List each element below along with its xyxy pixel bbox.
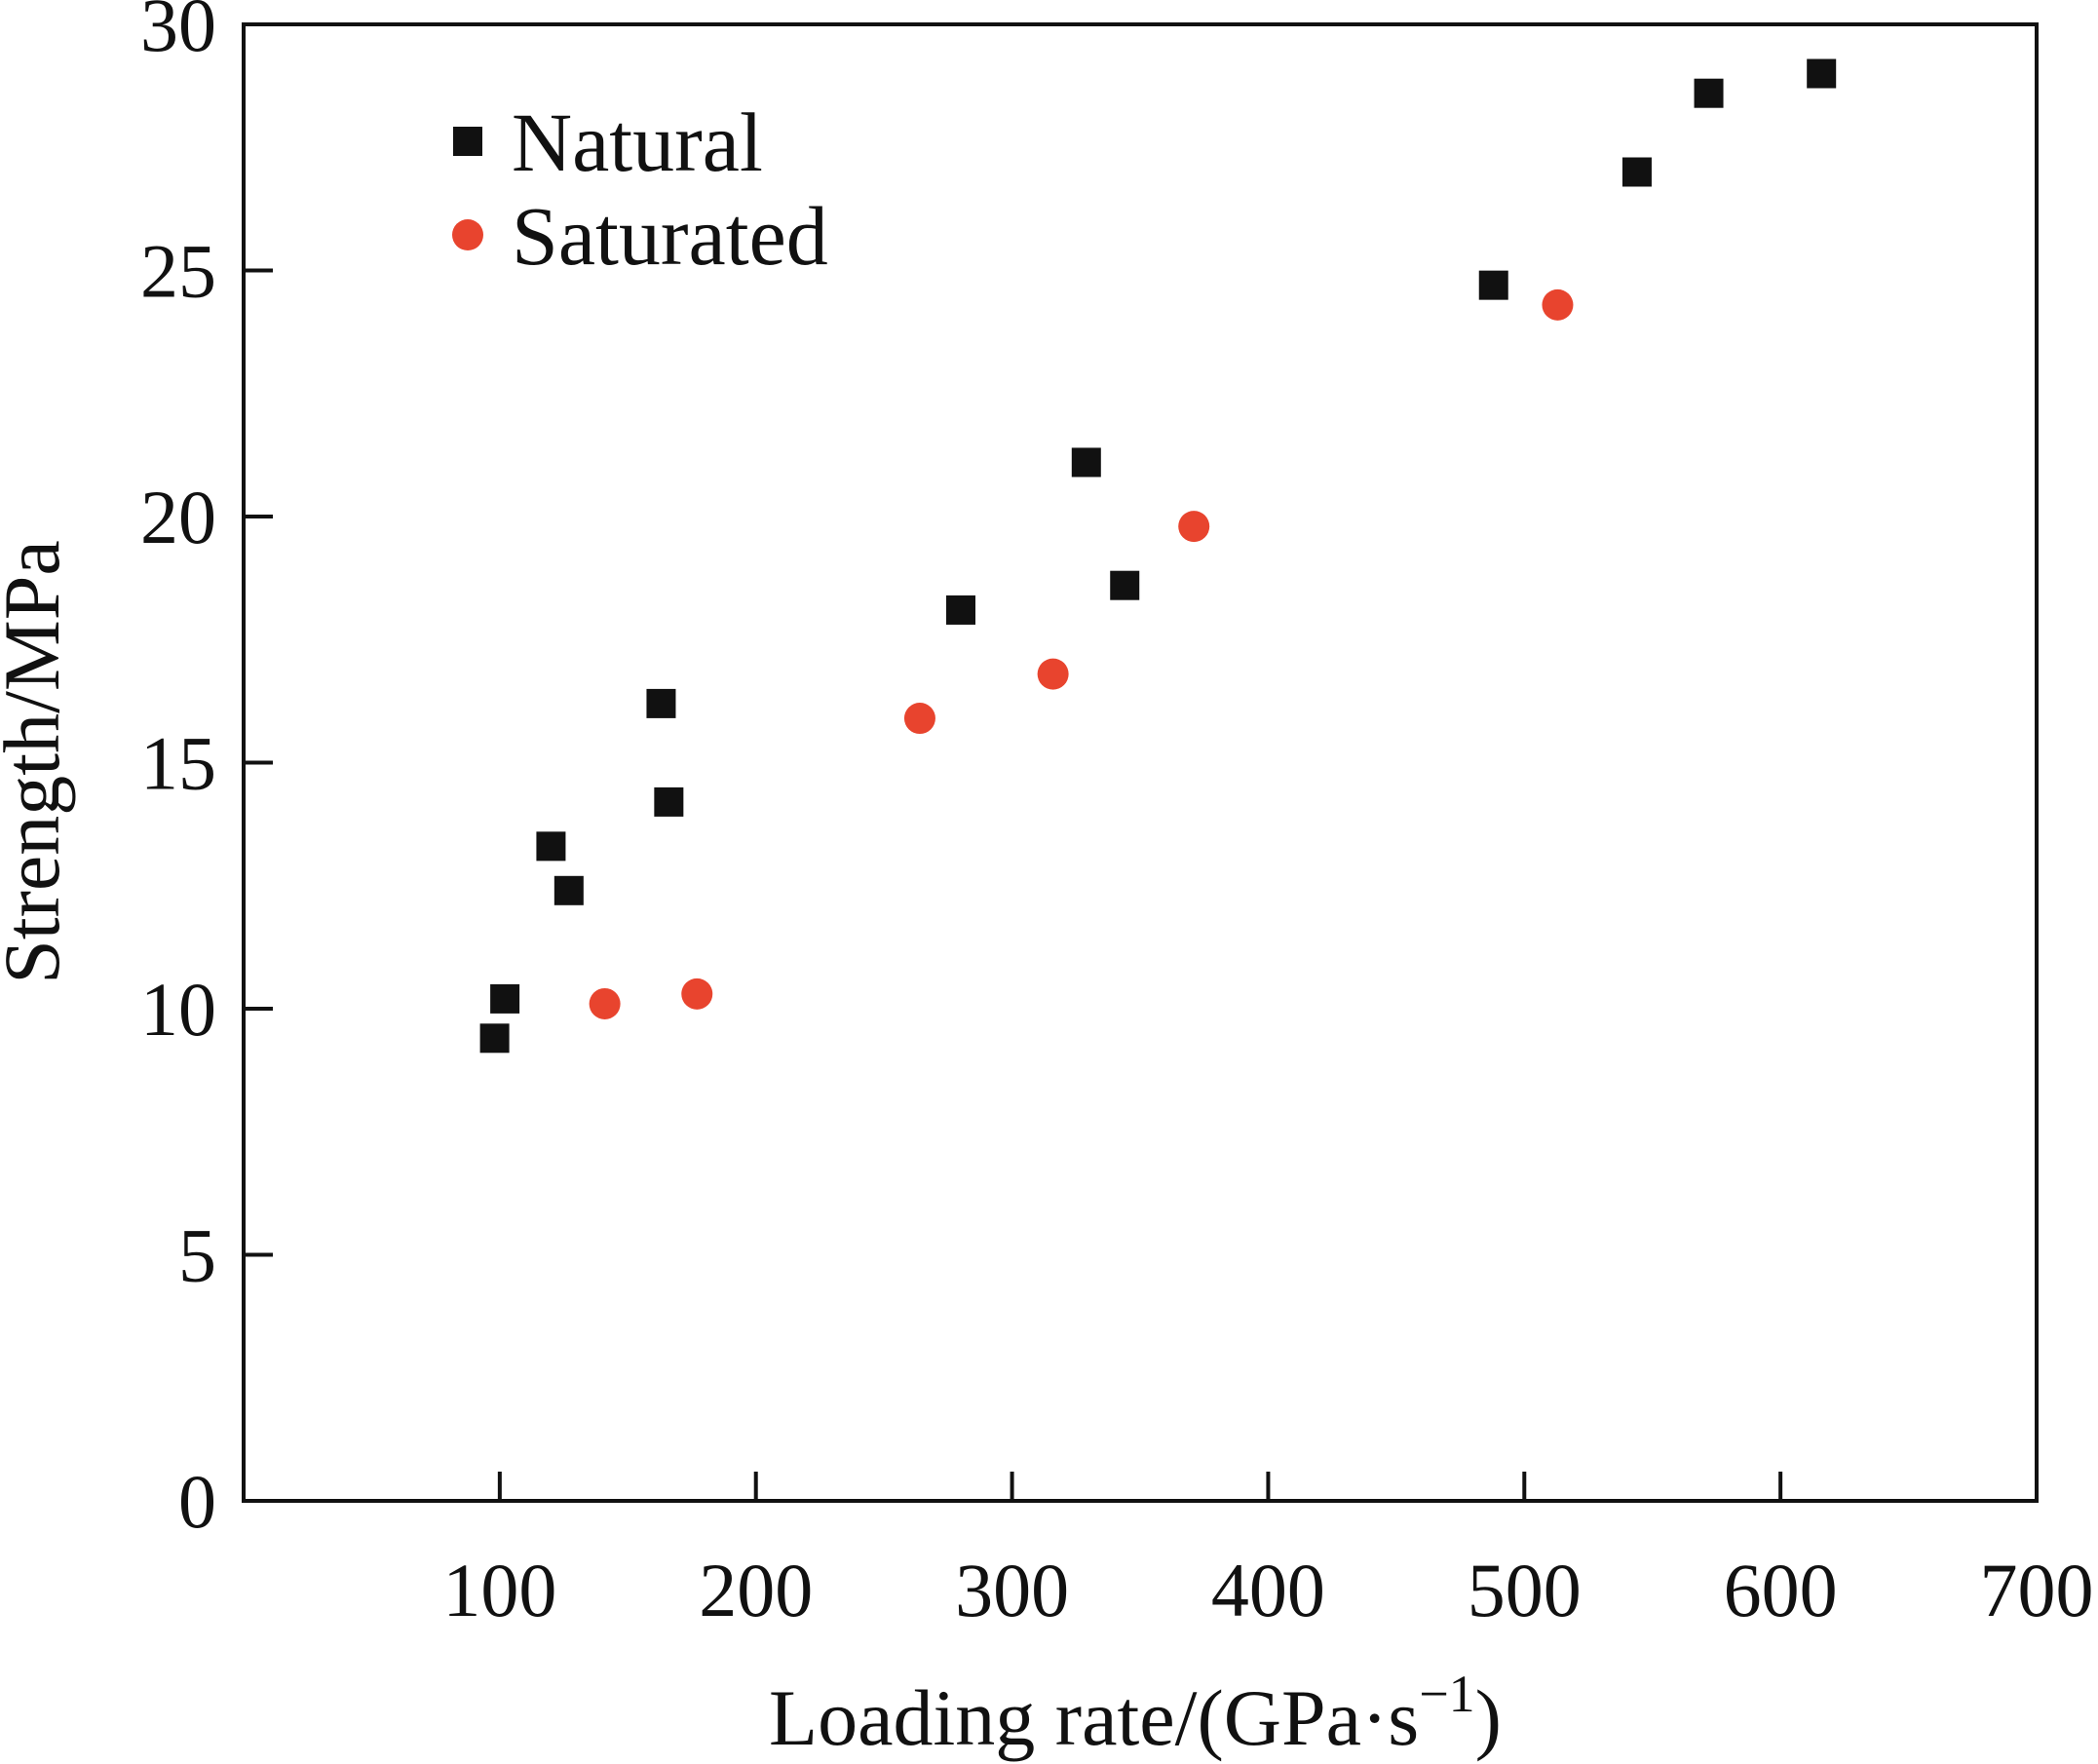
data-point-natural	[1071, 447, 1101, 478]
data-point-saturated	[1542, 288, 1574, 321]
data-point-natural	[553, 875, 584, 905]
data-points	[479, 58, 1837, 1054]
data-point-saturated	[1037, 658, 1069, 690]
x-axis-title-main: Loading rate/(GPa·s	[769, 1673, 1419, 1762]
x-tick-label: 600	[1724, 1548, 1838, 1632]
data-point-saturated	[1178, 511, 1210, 543]
x-tick-label: 400	[1211, 1548, 1325, 1632]
data-point-saturated	[903, 703, 935, 735]
data-point-natural	[646, 688, 676, 718]
x-tick-label: 300	[955, 1548, 1069, 1632]
y-axis: 0 5 10 15 20 25 30	[140, 0, 273, 1544]
y-tick-label: 15	[140, 721, 216, 806]
legend-label: Saturated	[512, 189, 828, 283]
legend-label: Natural	[512, 96, 763, 189]
y-tick-label: 5	[178, 1213, 216, 1298]
data-point-natural	[1110, 570, 1140, 600]
y-tick-label: 20	[140, 475, 216, 559]
x-axis-title-tail: )	[1475, 1673, 1502, 1762]
x-axis-title: Loading rate/(GPa·s−1)	[769, 1665, 1502, 1762]
data-point-saturated	[589, 987, 621, 1019]
y-tick-label: 25	[140, 229, 216, 314]
data-point-natural	[654, 786, 684, 817]
data-point-natural	[536, 831, 566, 862]
x-tick-label: 100	[442, 1548, 556, 1632]
data-point-natural	[1478, 270, 1508, 300]
x-tick-label: 700	[1980, 1548, 2094, 1632]
data-point-natural	[1621, 157, 1652, 187]
legend-marker-saturated	[452, 219, 483, 250]
y-tick-label: 10	[140, 967, 216, 1052]
y-axis-title: Strength/MPa	[0, 540, 76, 984]
x-axis-title-superscript: −1	[1419, 1665, 1474, 1723]
data-point-natural	[1694, 78, 1724, 108]
y-tick-label: 30	[140, 0, 216, 67]
legend-marker-natural	[453, 127, 482, 156]
x-axis: 100 200 300 400 500 600 700	[442, 1472, 2094, 1632]
data-point-natural	[1807, 58, 1837, 89]
x-tick-label: 500	[1468, 1548, 1582, 1632]
x-tick-label: 200	[699, 1548, 813, 1632]
data-point-saturated	[681, 978, 713, 1010]
data-point-natural	[490, 983, 520, 1014]
y-tick-label: 0	[178, 1459, 216, 1544]
data-point-natural	[946, 594, 975, 625]
data-point-natural	[479, 1023, 510, 1054]
